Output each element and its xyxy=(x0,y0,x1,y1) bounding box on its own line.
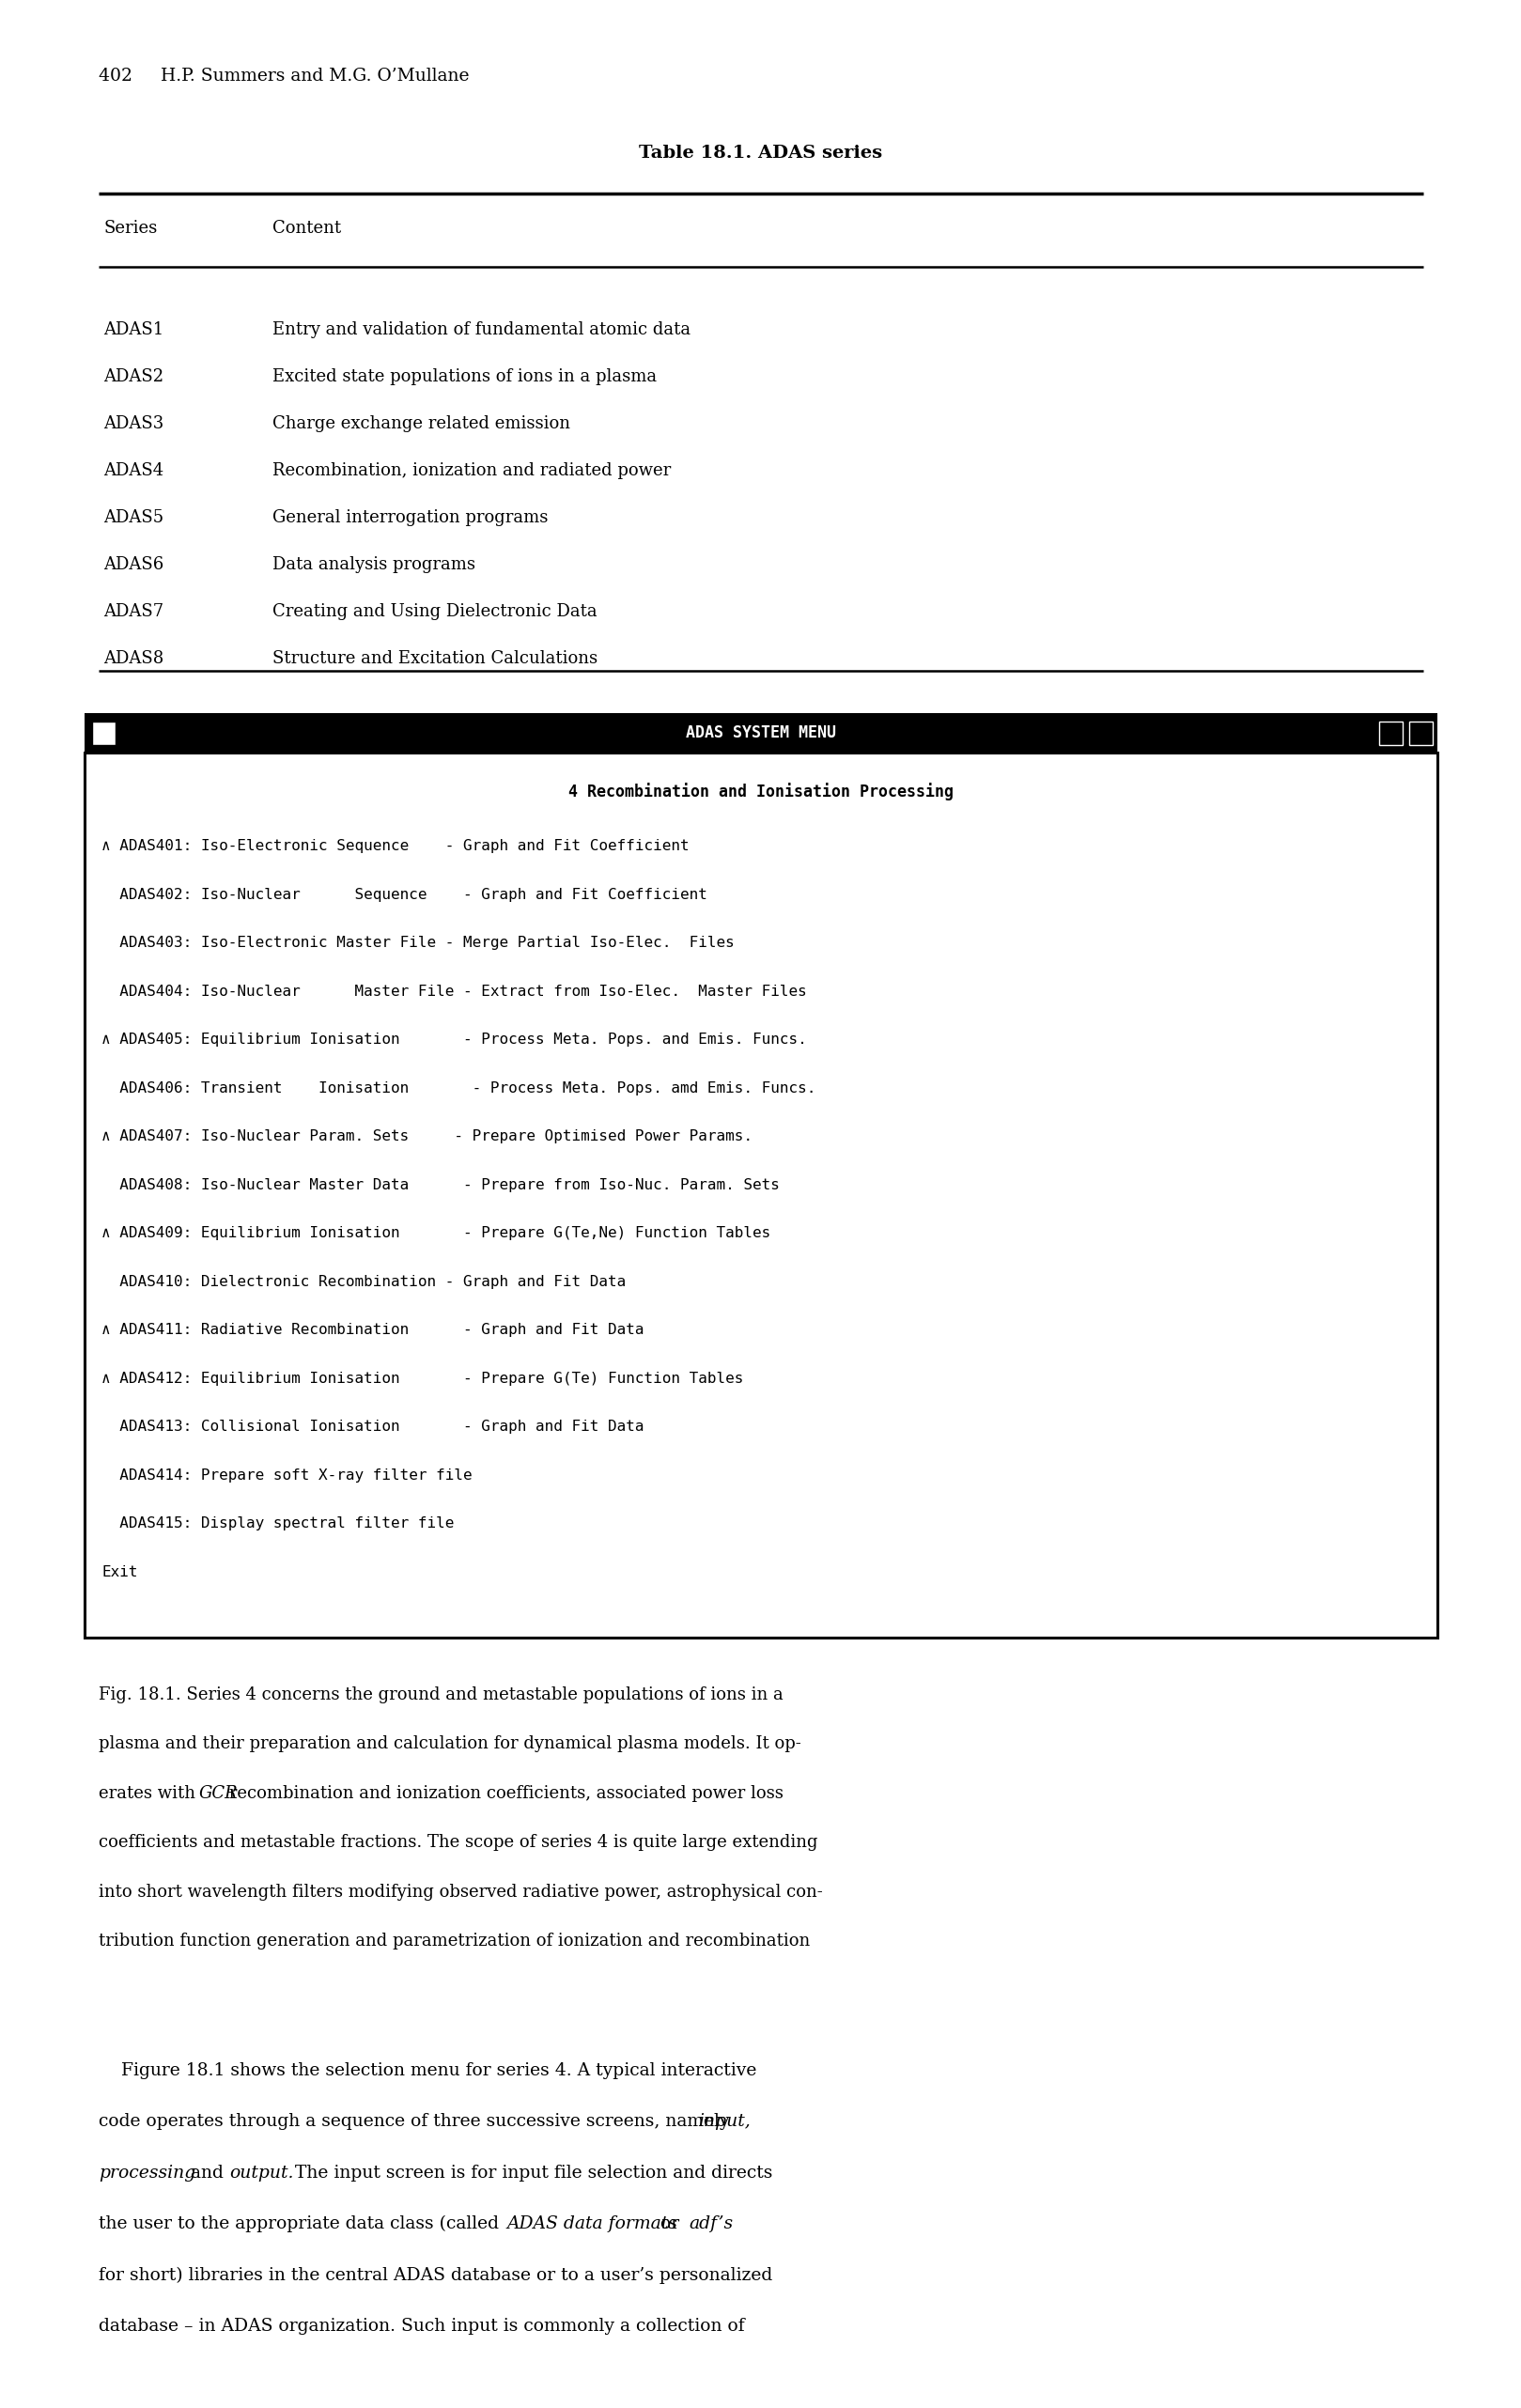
Text: ∧ ADAS405: Equilibrium Ionisation       - Process Meta. Pops. and Emis. Funcs.: ∧ ADAS405: Equilibrium Ionisation - Proc… xyxy=(102,1033,806,1047)
Text: for short) libraries in the central ADAS database or to a user’s personalized: for short) libraries in the central ADAS… xyxy=(99,2266,773,2283)
Text: ADAS3: ADAS3 xyxy=(103,414,164,431)
Text: ADAS1: ADAS1 xyxy=(103,320,164,337)
Bar xyxy=(1408,720,1433,744)
Text: 4 Recombination and Ionisation Processing: 4 Recombination and Ionisation Processin… xyxy=(569,783,954,799)
Text: ADAS4: ADAS4 xyxy=(103,462,164,479)
Text: ∧ ADAS401: Iso-Electronic Sequence    - Graph and Fit Coefficient: ∧ ADAS401: Iso-Electronic Sequence - Gra… xyxy=(102,838,689,852)
Text: Content: Content xyxy=(272,219,341,236)
Bar xyxy=(1380,720,1402,744)
Text: recombination and ionization coefficients, associated power loss: recombination and ionization coefficient… xyxy=(224,1784,783,1801)
Text: Structure and Excitation Calculations: Structure and Excitation Calculations xyxy=(272,650,598,667)
Text: the user to the appropriate data class (called: the user to the appropriate data class (… xyxy=(99,2215,505,2232)
Text: ADAS2: ADAS2 xyxy=(103,368,164,385)
Text: database – in ADAS organization. Such input is commonly a collection of: database – in ADAS organization. Such in… xyxy=(99,2319,745,2336)
Text: ADAS6: ADAS6 xyxy=(103,556,164,573)
Text: Excited state populations of ions in a plasma: Excited state populations of ions in a p… xyxy=(272,368,657,385)
Bar xyxy=(93,720,116,744)
Text: erates with: erates with xyxy=(99,1784,201,1801)
Text: ADAS403: Iso-Electronic Master File - Merge Partial Iso-Elec.  Files: ADAS403: Iso-Electronic Master File - Me… xyxy=(102,937,735,949)
Text: GCR: GCR xyxy=(198,1784,237,1801)
Text: ADAS data formats: ADAS data formats xyxy=(506,2215,678,2232)
Text: ADAS406: Transient    Ionisation       - Process Meta. Pops. amd Emis. Funcs.: ADAS406: Transient Ionisation - Process … xyxy=(102,1081,815,1096)
Text: Charge exchange related emission: Charge exchange related emission xyxy=(272,414,570,431)
Text: ∧ ADAS407: Iso-Nuclear Param. Sets     - Prepare Optimised Power Params.: ∧ ADAS407: Iso-Nuclear Param. Sets - Pre… xyxy=(102,1129,753,1144)
Text: adf’s: adf’s xyxy=(689,2215,733,2232)
Text: Figure 18.1 shows the selection menu for series 4. A typical interactive: Figure 18.1 shows the selection menu for… xyxy=(99,2061,756,2078)
Text: output.: output. xyxy=(230,2165,294,2182)
Text: ADAS404: Iso-Nuclear      Master File - Extract from Iso-Elec.  Master Files: ADAS404: Iso-Nuclear Master File - Extra… xyxy=(102,985,806,999)
Text: processing: processing xyxy=(99,2165,196,2182)
Text: coefficients and metastable fractions. The scope of series 4 is quite large exte: coefficients and metastable fractions. T… xyxy=(99,1835,818,1852)
Text: tribution function generation and parametrization of ionization and recombinatio: tribution function generation and parame… xyxy=(99,1934,811,1950)
Text: ADAS8: ADAS8 xyxy=(103,650,164,667)
Text: ADAS402: Iso-Nuclear      Sequence    - Graph and Fit Coefficient: ADAS402: Iso-Nuclear Sequence - Graph an… xyxy=(102,889,707,901)
Text: ADAS415: Display spectral filter file: ADAS415: Display spectral filter file xyxy=(102,1517,455,1531)
Text: into short wavelength filters modifying observed radiative power, astrophysical : into short wavelength filters modifying … xyxy=(99,1883,823,1900)
Text: Entry and validation of fundamental atomic data: Entry and validation of fundamental atom… xyxy=(272,320,691,337)
Text: or: or xyxy=(654,2215,684,2232)
Text: plasma and their preparation and calculation for dynamical plasma models. It op-: plasma and their preparation and calcula… xyxy=(99,1736,802,1753)
Text: ADAS414: Prepare soft X-ray filter file: ADAS414: Prepare soft X-ray filter file xyxy=(102,1469,472,1481)
Text: Exit: Exit xyxy=(102,1565,137,1580)
Text: code operates through a sequence of three successive screens, namely: code operates through a sequence of thre… xyxy=(99,2112,735,2131)
Text: ADAS413: Collisional Ionisation       - Graph and Fit Data: ADAS413: Collisional Ionisation - Graph … xyxy=(102,1421,643,1433)
Text: ADAS408: Iso-Nuclear Master Data      - Prepare from Iso-Nuc. Param. Sets: ADAS408: Iso-Nuclear Master Data - Prepa… xyxy=(102,1178,780,1192)
Text: input,: input, xyxy=(698,2112,750,2131)
Text: ∧ ADAS409: Equilibrium Ionisation       - Prepare G(Te,Ne) Function Tables: ∧ ADAS409: Equilibrium Ionisation - Prep… xyxy=(102,1226,771,1240)
Bar xyxy=(85,754,1437,1637)
Text: Recombination, ionization and radiated power: Recombination, ionization and radiated p… xyxy=(272,462,671,479)
Text: ADAS410: Dielectronic Recombination - Graph and Fit Data: ADAS410: Dielectronic Recombination - Gr… xyxy=(102,1274,627,1288)
Text: The input screen is for input file selection and directs: The input screen is for input file selec… xyxy=(291,2165,773,2182)
Text: General interrogation programs: General interrogation programs xyxy=(272,508,548,525)
Text: Data analysis programs: Data analysis programs xyxy=(272,556,476,573)
Text: and: and xyxy=(186,2165,230,2182)
Text: 402     H.P. Summers and M.G. O’Mullane: 402 H.P. Summers and M.G. O’Mullane xyxy=(99,67,470,84)
Text: Fig. 18.1. Series 4 concerns the ground and metastable populations of ions in a: Fig. 18.1. Series 4 concerns the ground … xyxy=(99,1686,783,1702)
Bar xyxy=(85,713,1437,754)
Text: Creating and Using Dielectronic Data: Creating and Using Dielectronic Data xyxy=(272,602,598,621)
Text: ∧ ADAS412: Equilibrium Ionisation       - Prepare G(Te) Function Tables: ∧ ADAS412: Equilibrium Ionisation - Prep… xyxy=(102,1370,744,1385)
Text: Table 18.1. ADAS series: Table 18.1. ADAS series xyxy=(639,144,882,161)
Text: ADAS5: ADAS5 xyxy=(103,508,164,525)
Text: ADAS7: ADAS7 xyxy=(103,602,164,621)
Text: ∧ ADAS411: Radiative Recombination      - Graph and Fit Data: ∧ ADAS411: Radiative Recombination - Gra… xyxy=(102,1322,643,1336)
Text: Series: Series xyxy=(103,219,157,236)
Text: ADAS SYSTEM MENU: ADAS SYSTEM MENU xyxy=(686,725,837,742)
